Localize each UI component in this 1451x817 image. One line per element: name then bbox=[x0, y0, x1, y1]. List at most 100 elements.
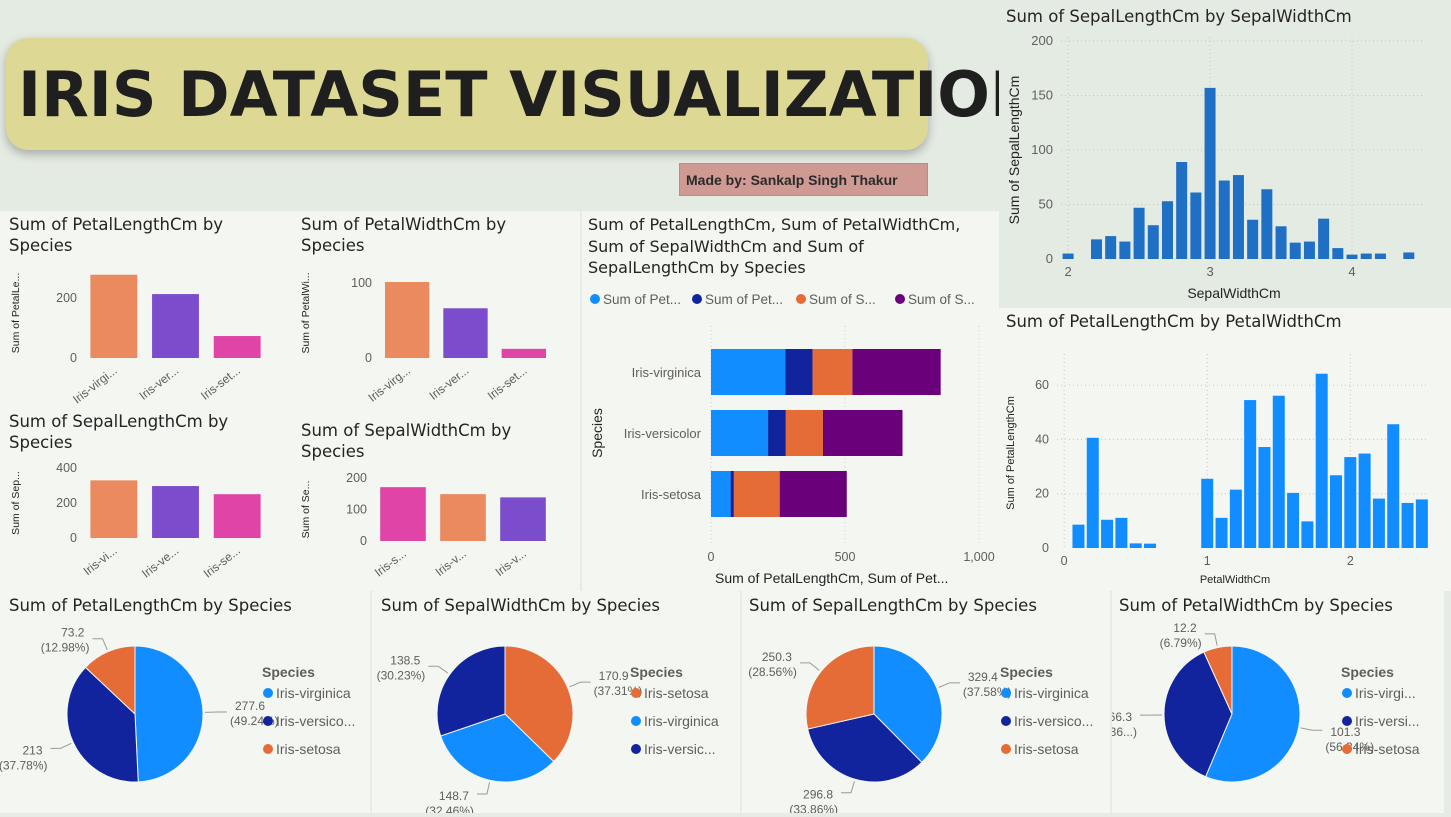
pie-value-label: 12.2 bbox=[1173, 621, 1197, 635]
title-banner: IRIS DATASET VISUALIZATION bbox=[6, 38, 1042, 150]
x-tick-label: Iris-v... bbox=[433, 546, 469, 579]
x-tick-label: 0 bbox=[1061, 554, 1068, 568]
petal-length-bar-panel[interactable]: Sum of PetalLengthCm by Species 0 200 Sum … bbox=[0, 211, 295, 409]
pie-value-label: 66.3 bbox=[1112, 710, 1132, 724]
pie-value-label: 138.5 bbox=[390, 653, 420, 667]
x-tick-label: Iris-se... bbox=[201, 543, 243, 580]
bar bbox=[1289, 242, 1301, 259]
leader-line bbox=[569, 681, 591, 688]
leader-line bbox=[841, 781, 855, 794]
pie-slice bbox=[1163, 651, 1233, 778]
pie-sepal-length-panel[interactable]: Sum of SepalLengthCm by Species 329.4 (37… bbox=[742, 591, 1110, 813]
leader-line bbox=[476, 782, 491, 795]
bar bbox=[1415, 499, 1428, 548]
y-tick-label: 0 bbox=[1046, 251, 1053, 266]
sepal-width-bar-panel[interactable]: Sum of SepalWidthCm by Species 0 100 200 Su… bbox=[295, 416, 580, 591]
pie-sepal-width-title: Sum of SepalWidthCm by Species bbox=[381, 596, 660, 615]
legend-label: Iris-virginica bbox=[644, 713, 719, 729]
hist-sepal-panel[interactable]: Sum of SepalLengthCm by SepalWidthCm 0 50… bbox=[999, 0, 1451, 308]
legend-marker bbox=[692, 294, 702, 304]
legend-marker bbox=[1001, 744, 1011, 754]
bar bbox=[1115, 517, 1128, 548]
pie-slice bbox=[1203, 645, 1233, 715]
pie-petal-width-panel[interactable]: Sum of PetalWidthCm by Species 101.3(56.… bbox=[1112, 591, 1444, 813]
stacked-bar-segment bbox=[711, 349, 786, 395]
leader-line bbox=[50, 742, 72, 749]
sepal-length-bar-panel[interactable]: Sum of SepalLengthCm by Species 0 200 400 S… bbox=[0, 409, 295, 591]
bar bbox=[380, 487, 426, 541]
bar bbox=[152, 294, 199, 358]
stacked-bar-segment bbox=[785, 410, 823, 456]
y-tick-label: 200 bbox=[1031, 33, 1053, 48]
bar bbox=[1201, 478, 1214, 548]
pie-petal-width-title: Sum of PetalWidthCm by Species bbox=[1119, 596, 1393, 615]
petal-width-bar-panel[interactable]: Sum of PetalWidthCm by Species 0 100 Sum o… bbox=[295, 211, 580, 416]
pie-percent-label: (33.86%) bbox=[789, 803, 838, 813]
legend-marker bbox=[263, 744, 273, 754]
bar bbox=[152, 486, 199, 538]
x-tick-label: Iris-v... bbox=[493, 546, 529, 579]
bar bbox=[1287, 492, 1300, 548]
bar bbox=[1176, 161, 1188, 259]
x-tick-label: 500 bbox=[835, 550, 856, 564]
bar bbox=[90, 274, 138, 358]
x-tick-label: Iris-set... bbox=[198, 363, 243, 402]
stacked-bar-chart: Sum of Pet... Sum of Pet... Sum of S... Sum… bbox=[589, 292, 995, 586]
leader-line bbox=[938, 682, 960, 688]
bar bbox=[1144, 543, 1156, 548]
pie-value-label: 170.9 bbox=[599, 669, 629, 683]
y-axis-title: Sum of PetalWi... bbox=[300, 272, 312, 353]
bar bbox=[213, 494, 261, 538]
bar bbox=[1272, 395, 1285, 548]
legend-marker bbox=[590, 294, 600, 304]
legend-label: Iris-setosa bbox=[644, 685, 709, 701]
y-tick-label: 0 bbox=[70, 531, 77, 545]
pie-slice bbox=[807, 713, 923, 783]
pie-value-label: 296.8 bbox=[803, 788, 833, 802]
y-tick-label: 200 bbox=[56, 496, 77, 510]
bar bbox=[440, 494, 486, 541]
legend-marker bbox=[796, 294, 806, 304]
bar bbox=[1119, 241, 1131, 259]
pie-sepal-width-panel[interactable]: Sum of SepalWidthCm by Species 170.9 (37.… bbox=[372, 591, 740, 813]
y-tick-label: 0 bbox=[1042, 541, 1049, 555]
bar bbox=[1105, 236, 1117, 259]
leader-line bbox=[1204, 633, 1218, 646]
legend-marker bbox=[631, 688, 641, 698]
stacked-bar-title: Sum of PetalLengthCm, Sum of PetalWidthC… bbox=[588, 215, 961, 277]
legend-title: Species bbox=[1341, 664, 1394, 680]
stacked-bar-segment bbox=[779, 471, 847, 517]
y-tick-label: 200 bbox=[346, 471, 367, 485]
pie-value-label: 329.4 bbox=[968, 670, 998, 684]
bar bbox=[1372, 498, 1385, 548]
legend-label: Iris-setosa bbox=[276, 741, 341, 757]
x-tick-label: 4 bbox=[1348, 264, 1355, 279]
pie-slice bbox=[1204, 645, 1301, 783]
pie-percent-label: (6.79%) bbox=[1160, 636, 1202, 650]
y-axis-title: Sum of Se... bbox=[300, 481, 312, 539]
pie-slice bbox=[504, 645, 574, 763]
pie-value-label: 148.7 bbox=[439, 789, 469, 803]
bar bbox=[501, 348, 546, 358]
stacked-bar-segment bbox=[785, 349, 813, 395]
leader-line bbox=[92, 638, 108, 650]
x-tick-label: Iris-ver... bbox=[426, 363, 471, 402]
bar bbox=[1358, 453, 1371, 548]
pie-petal-length-panel[interactable]: Sum of PetalLengthCm by Species 277.6 (49… bbox=[0, 591, 370, 813]
x-tick-label: Iris-s... bbox=[372, 546, 409, 579]
legend-marker bbox=[1342, 744, 1352, 754]
y-tick-label: 150 bbox=[1031, 88, 1053, 103]
bar bbox=[500, 497, 546, 541]
stacked-bar-panel[interactable]: Sum of PetalLengthCm, Sum of PetalWidthC… bbox=[582, 211, 999, 591]
leader-line bbox=[799, 662, 820, 671]
bar bbox=[1218, 180, 1230, 259]
y-tick-label: 50 bbox=[1039, 197, 1053, 212]
bar bbox=[1147, 225, 1159, 259]
bar bbox=[1318, 218, 1330, 259]
bar bbox=[1401, 502, 1414, 548]
legend-marker bbox=[263, 688, 273, 698]
x-tick-label: Iris-virgi... bbox=[70, 363, 120, 406]
pie-petal-length-title: Sum of PetalLengthCm by Species bbox=[9, 596, 292, 615]
bar bbox=[1129, 543, 1142, 548]
hist-petal-panel[interactable]: Sum of PetalLengthCm by PetalWidthCm 0 20… bbox=[999, 308, 1451, 591]
